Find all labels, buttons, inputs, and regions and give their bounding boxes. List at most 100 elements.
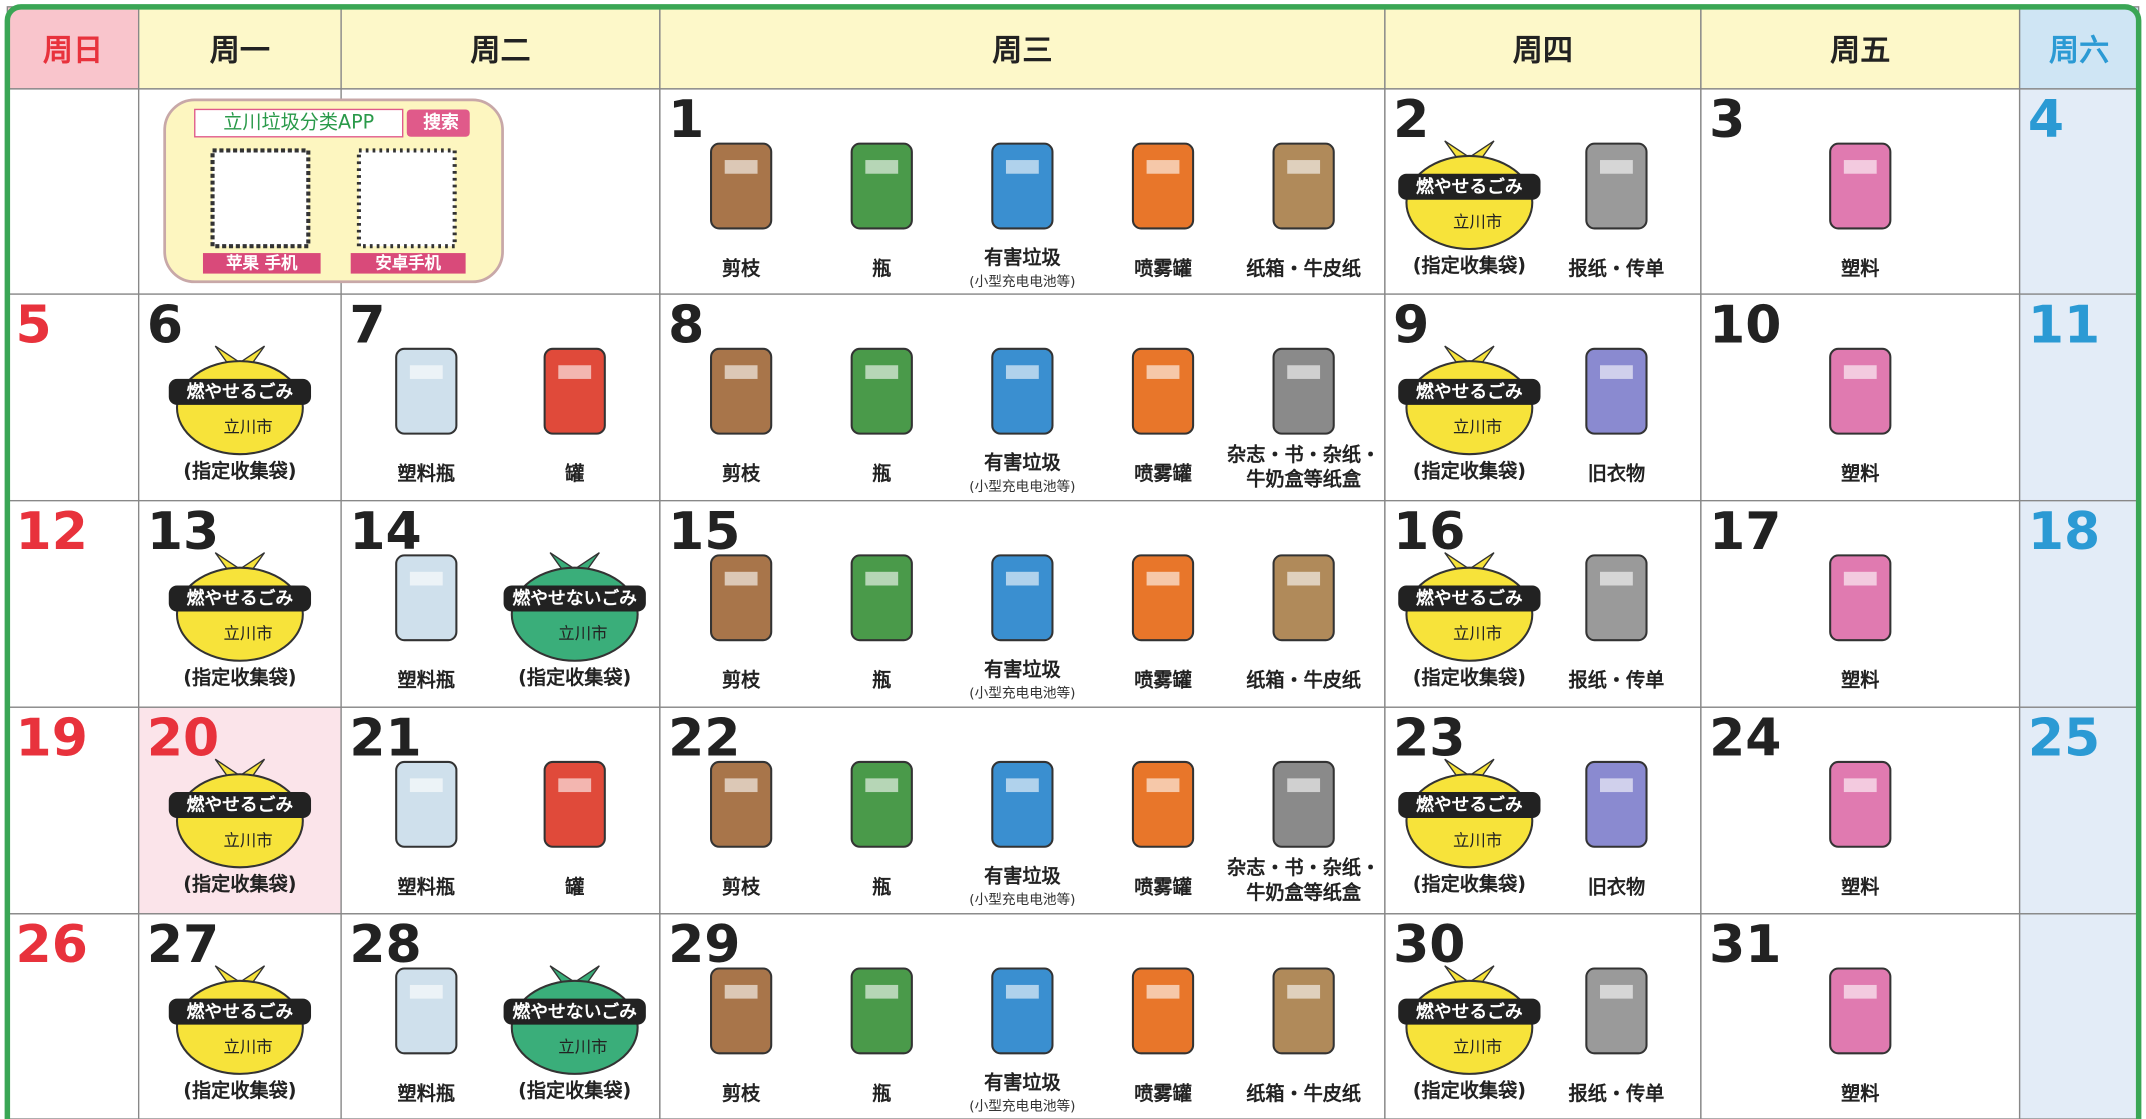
item-icon: [1272, 554, 1335, 642]
day-cell: [340, 706, 661, 915]
bag-band: [1398, 378, 1541, 405]
bag-name: 燃やせるごみ: [1416, 794, 1523, 816]
item-icon-detail: [1146, 365, 1180, 379]
item-icon-detail: [1600, 571, 1633, 586]
item-icon: [710, 142, 773, 230]
date: 9: [1393, 295, 1429, 355]
date: 4: [2028, 90, 2064, 150]
bag-city: 立川市: [558, 624, 607, 643]
day-name: 周二: [470, 33, 530, 68]
date: 5: [16, 295, 52, 355]
date: 14: [349, 502, 421, 562]
item-label: 牛奶盒等纸盒: [1246, 881, 1362, 904]
bag: [175, 773, 304, 869]
item-label: 剪枝: [722, 462, 761, 485]
item-label: (指定收集袋): [1413, 666, 1526, 689]
item-label: 罐: [564, 875, 584, 898]
item-icon: [1829, 142, 1892, 230]
item-label: 喷雾罐: [1134, 875, 1191, 898]
item-icon: [991, 760, 1054, 848]
bag-band: [1398, 792, 1541, 819]
item-label: 纸箱・牛皮纸: [1246, 257, 1361, 280]
item-label: 塑料: [1841, 1082, 1879, 1105]
item-icon: [991, 142, 1054, 230]
date: 29: [668, 915, 740, 975]
date: 10: [1709, 295, 1781, 355]
item-icon-detail: [1287, 365, 1321, 379]
item-icon-detail: [1146, 571, 1180, 586]
item-note: (小型充电电池等): [969, 273, 1075, 290]
item-label: (指定收集袋): [518, 666, 631, 689]
bag-name: 燃やせるごみ: [187, 587, 294, 609]
item-label: 剪枝: [722, 1082, 761, 1105]
date: 1: [668, 90, 704, 150]
item-label: (指定收集袋): [518, 1079, 631, 1102]
date: 22: [668, 708, 740, 768]
item-icon-detail: [1600, 984, 1633, 999]
date: 23: [1393, 708, 1465, 768]
item-icon: [395, 554, 458, 642]
item-icon: [710, 347, 773, 435]
day-cell: [6, 499, 140, 708]
item-icon-detail: [1843, 571, 1877, 586]
bag-name: 燃やせるごみ: [187, 381, 294, 403]
bag: [510, 566, 639, 662]
date: 16: [1393, 502, 1465, 562]
day-cell: [340, 293, 661, 502]
item-icon: [395, 760, 458, 848]
item-label: 牛奶盒等纸盒: [1246, 468, 1362, 491]
item-icon: [1131, 347, 1195, 435]
item-label: 剪枝: [722, 875, 761, 898]
item-icon-detail: [1005, 984, 1039, 999]
item-icon-detail: [1843, 365, 1877, 379]
item-icon: [710, 554, 773, 642]
item-icon-detail: [1146, 778, 1180, 793]
item-icon: [710, 967, 773, 1055]
item-label: 塑料: [1841, 257, 1879, 280]
item-icon: [543, 760, 606, 848]
bag-name: 燃やせるごみ: [1416, 175, 1523, 197]
label-bar: [202, 253, 321, 274]
app-box: 立川垃圾分类APP 搜索 苹果 手机 安卓手机: [163, 98, 504, 284]
day-cell: [2018, 293, 2140, 502]
bag: [175, 360, 304, 456]
item-icon-detail: [1843, 778, 1877, 793]
item-note: (小型充电电池等): [969, 1098, 1075, 1115]
day-cell: [6, 88, 140, 295]
bag-city: 立川市: [1453, 831, 1502, 850]
search-button: [406, 109, 470, 137]
search-label: 搜索: [423, 111, 459, 133]
item-icon-detail: [409, 778, 443, 793]
item-icon: [1829, 760, 1892, 848]
bag-name: 燃やせるごみ: [1416, 587, 1523, 609]
bag-city: 立川市: [1453, 418, 1502, 437]
item-label: (指定收集袋): [1413, 1079, 1526, 1102]
item-icon-detail: [724, 778, 758, 793]
item-icon-detail: [1600, 160, 1633, 174]
item-label: 瓶: [872, 669, 891, 692]
item-icon-detail: [724, 571, 758, 586]
date: 6: [147, 295, 183, 355]
item-icon: [543, 347, 606, 435]
item-icon-detail: [409, 984, 443, 999]
item-note: (小型充电电池等): [969, 685, 1075, 702]
item-icon-detail: [1843, 984, 1877, 999]
item-icon-detail: [724, 365, 758, 379]
bag-band: [1398, 173, 1541, 200]
item-label: 报纸・传单: [1569, 669, 1665, 692]
date: 27: [147, 915, 219, 975]
item-label: 喷雾罐: [1134, 1082, 1191, 1105]
item-icon-detail: [1005, 160, 1039, 174]
bag: [1405, 566, 1534, 662]
item-icon: [1829, 967, 1892, 1055]
item-label: 有害垃圾: [984, 246, 1061, 269]
bag: [175, 979, 304, 1075]
item-icon: [1829, 554, 1892, 642]
item-icon: [395, 967, 458, 1055]
item-icon-detail: [409, 365, 443, 379]
item-icon-detail: [865, 778, 899, 793]
date: 20: [147, 708, 219, 768]
item-label: (指定收集袋): [1413, 873, 1526, 896]
item-icon: [1585, 967, 1648, 1055]
item-icon: [1131, 142, 1195, 230]
